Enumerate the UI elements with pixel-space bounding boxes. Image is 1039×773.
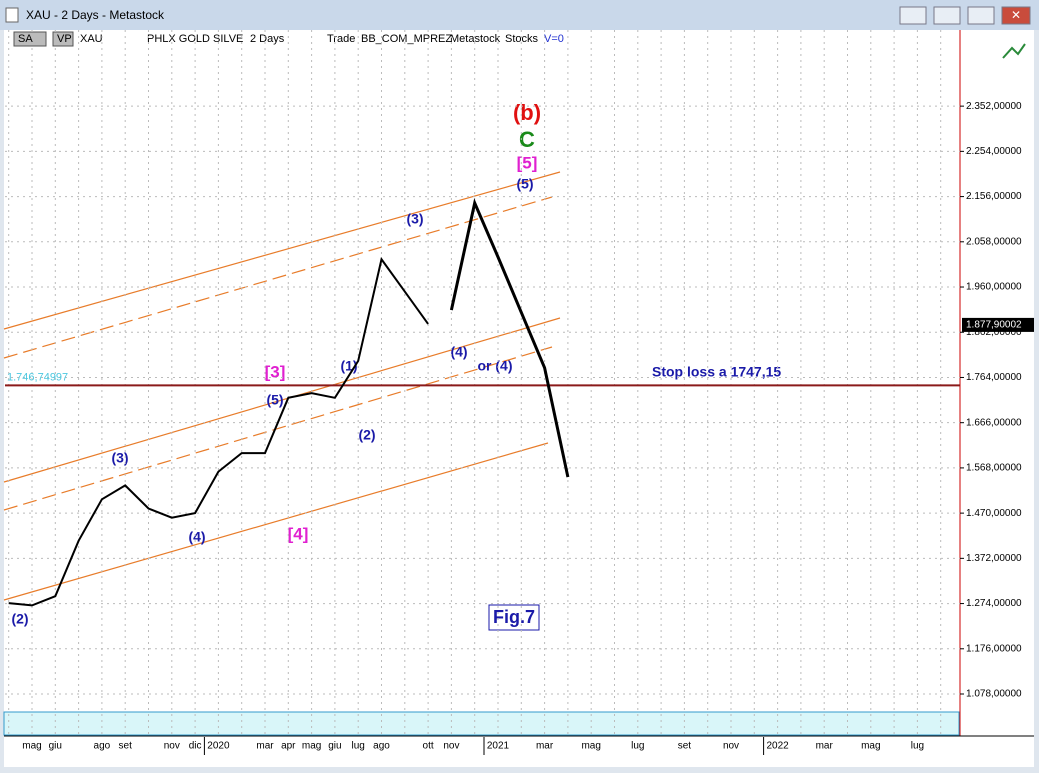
y-tick-label: 1.372,00000 xyxy=(966,553,1022,564)
x-tick-label: mag xyxy=(22,741,41,752)
y-tick-label: 1.960,00000 xyxy=(966,282,1022,293)
y-tick-label: 1.176,00000 xyxy=(966,643,1022,654)
y-tick-label: 1.568,00000 xyxy=(966,463,1022,474)
title-bar xyxy=(0,0,1039,30)
x-tick-label: set xyxy=(119,741,133,752)
x-tick-label: nov xyxy=(164,741,180,752)
wave-label: [3] xyxy=(265,362,286,381)
chart-area xyxy=(4,30,1034,767)
channel-line xyxy=(3,346,553,511)
y-tick-label: 2.352,00000 xyxy=(966,101,1022,112)
x-tick-label: mag xyxy=(861,741,880,752)
close-x: ✕ xyxy=(1011,8,1021,22)
wave-label: (2) xyxy=(11,611,28,627)
x-tick-label: 2022 xyxy=(766,741,789,752)
wave-label: [4] xyxy=(288,524,309,543)
wave-label: (3) xyxy=(406,211,423,227)
last-value-tag xyxy=(962,317,1034,332)
toolbar-text: SA xyxy=(18,33,33,45)
y-tick-label: 2.058,00000 xyxy=(966,236,1022,247)
x-tick-label: mar xyxy=(536,741,554,752)
channels xyxy=(3,171,561,601)
x-tick-label: 2021 xyxy=(487,741,510,752)
x-tick-label: apr xyxy=(281,741,296,752)
wave-label: [5] xyxy=(517,153,538,172)
x-tick-label: lug xyxy=(631,741,644,752)
x-tick-label: nov xyxy=(723,741,739,752)
y-tick-label: 1.862,00000 xyxy=(966,327,1022,338)
close-btn[interactable] xyxy=(1001,6,1031,25)
x-tick-label: lug xyxy=(352,741,365,752)
x-tick-label: ago xyxy=(373,741,390,752)
window-title: XAU - 2 Days - Metastock xyxy=(26,8,165,22)
toolbar-text: VP xyxy=(57,33,72,45)
channel-line xyxy=(3,196,553,359)
toolbar-text: PHLX GOLD SILVE xyxy=(147,33,243,45)
x-tick-label: mag xyxy=(581,741,600,752)
volume-band xyxy=(3,711,960,736)
price-line xyxy=(8,256,429,607)
x-tick-label: 2020 xyxy=(207,741,230,752)
toolbar-text: BB_COM_MPREZ xyxy=(361,33,452,45)
x-tick-label: dic xyxy=(189,741,202,752)
y-tick-label: 1.470,00000 xyxy=(966,508,1022,519)
y-tick-label: 2.156,00000 xyxy=(966,191,1022,202)
wave-label: (4) xyxy=(450,344,467,360)
projection-line xyxy=(449,198,570,478)
last-value-label: 1.877,90002 xyxy=(966,320,1022,331)
y-tick-label: 1.078,00000 xyxy=(966,689,1022,700)
wave-label: or (4) xyxy=(478,358,513,374)
y-tick-label: 1.764,00000 xyxy=(966,372,1022,383)
y-tick-label: 1.666,00000 xyxy=(966,417,1022,428)
toolbar-icon[interactable] xyxy=(1002,43,1026,59)
wave-label: (4) xyxy=(188,529,205,545)
x-tick-label: mar xyxy=(256,741,274,752)
toolbar-text: Trade xyxy=(327,33,355,45)
toolbar-text: V=0 xyxy=(544,33,564,45)
x-tick-label: giu xyxy=(49,741,62,752)
minimize-btn[interactable] xyxy=(933,6,961,25)
restore-btn[interactable] xyxy=(899,6,927,25)
wave-label: (b) xyxy=(513,100,541,125)
channel-line xyxy=(3,317,561,483)
fig-label: Fig.7 xyxy=(493,607,535,627)
app-icon xyxy=(5,7,19,23)
x-tick-label: ago xyxy=(94,741,111,752)
wave-label: (3) xyxy=(111,450,128,466)
x-tick-label: mar xyxy=(816,741,834,752)
wave-label: C xyxy=(519,127,535,152)
fig-box xyxy=(488,604,540,631)
x-tick-label: lug xyxy=(911,741,924,752)
toolbar-text: Stocks xyxy=(505,33,539,45)
toolbar-text: Metastock xyxy=(450,33,501,45)
y-tick-label: 2.254,00000 xyxy=(966,146,1022,157)
x-tick-label: giu xyxy=(328,741,341,752)
stop-line-label: 1.746,74997 xyxy=(7,371,68,383)
toolbar-text: XAU xyxy=(80,33,103,45)
x-tick-label: mag xyxy=(302,741,321,752)
toolbar-button[interactable] xyxy=(52,31,74,47)
x-tick-label: nov xyxy=(443,741,459,752)
y-tick-label: 1.274,00000 xyxy=(966,598,1022,609)
wave-label: (5) xyxy=(516,176,533,192)
wave-label: (2) xyxy=(358,427,375,443)
maximize-btn[interactable] xyxy=(967,6,995,25)
wave-label: (5) xyxy=(266,392,283,408)
channel-line xyxy=(3,442,549,601)
x-tick-label: ott xyxy=(423,741,434,752)
toolbar-button[interactable] xyxy=(13,31,47,47)
x-tick-label: set xyxy=(678,741,692,752)
toolbar-text: 2 Days xyxy=(250,33,285,45)
channel-line xyxy=(3,171,561,330)
